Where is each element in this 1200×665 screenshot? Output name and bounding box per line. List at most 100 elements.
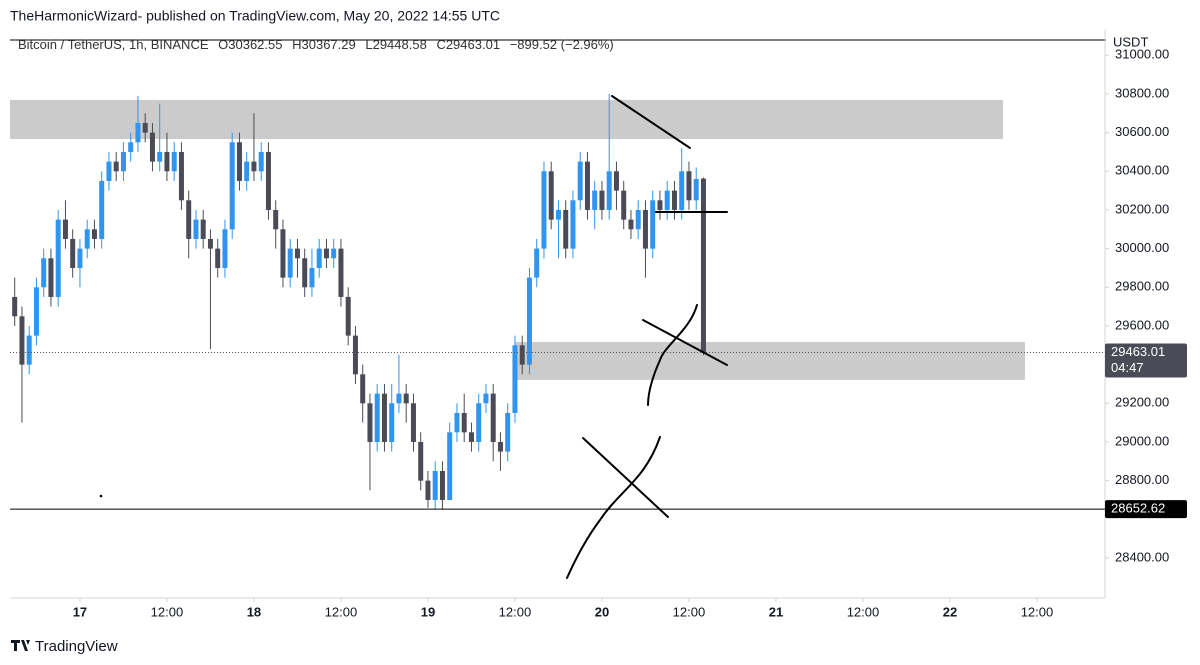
candle-body [265, 151, 271, 210]
tv-logo [11, 640, 30, 651]
candle-body [461, 412, 467, 433]
candle-body [33, 287, 39, 336]
drawn-line [582, 437, 669, 518]
x-tick-label: 18 [247, 604, 261, 619]
x-tick-label: 12:00 [847, 604, 880, 619]
y-unit: USDT [1113, 34, 1148, 49]
candle-body [519, 345, 525, 365]
symbol-info: Bitcoin / TetherUS, 1h, BINANCE O30362.5… [18, 37, 614, 52]
y-tick-label: 30600.00 [1115, 124, 1169, 139]
candle-body [548, 171, 554, 220]
candle-body [352, 335, 358, 375]
candle-body [381, 393, 387, 442]
candle-body [686, 171, 692, 201]
candle-body [577, 161, 583, 201]
candle-body [70, 238, 76, 268]
candle-body [149, 132, 155, 162]
candle-body [410, 403, 416, 442]
footer: TradingView [11, 638, 118, 655]
y-tick-label: 28400.00 [1115, 549, 1169, 564]
y-tick-label: 29600.00 [1115, 317, 1169, 332]
candle-body [19, 316, 25, 365]
x-tick-label: 12:00 [1021, 604, 1054, 619]
y-tick-label: 28800.00 [1115, 472, 1169, 487]
candle-body [323, 248, 329, 259]
candle-body [41, 258, 47, 288]
candle-body [200, 219, 206, 239]
candle-body [294, 248, 300, 259]
candle-body [403, 393, 409, 404]
candle-body [483, 393, 489, 404]
ohlc-high: H30367.29 [292, 37, 356, 52]
candle-body [77, 248, 83, 268]
candle-body [222, 229, 228, 268]
y-tick-label: 31000.00 [1115, 47, 1169, 62]
candle-body [48, 258, 54, 297]
candle-body [26, 335, 32, 365]
candle-body [178, 151, 184, 201]
y-tick-label: 30200.00 [1115, 201, 1169, 216]
candle-body [389, 403, 395, 442]
x-tick-label: 21 [769, 604, 783, 619]
candle-body [244, 161, 250, 181]
candle-body [650, 200, 656, 249]
x-tick-label: 20 [595, 604, 609, 619]
candle-body [309, 267, 315, 288]
candle-body [671, 190, 677, 210]
x-tick-label: 12:00 [673, 604, 706, 619]
y-tick-label: 30000.00 [1115, 240, 1169, 255]
candle-body [541, 171, 547, 249]
candle-body [425, 480, 431, 500]
ohlc-close: C29463.01 [436, 37, 500, 52]
hand-drawings [99, 95, 728, 579]
candle-body [447, 432, 453, 500]
drawn-line [611, 95, 691, 149]
candle-body [302, 258, 308, 288]
x-tick-label: 12:00 [151, 604, 184, 619]
candle-body [128, 142, 134, 152]
candle-body [526, 277, 532, 365]
candle-body [164, 151, 170, 172]
candle-body [679, 171, 685, 210]
candle-body [592, 190, 598, 210]
candle-body [12, 296, 18, 317]
candle-body [338, 248, 344, 297]
x-tick-label: 12:00 [499, 604, 532, 619]
candle-body [106, 161, 112, 181]
y-tick-label: 29000.00 [1115, 433, 1169, 448]
ohlc-low: L29448.58 [365, 37, 426, 52]
last-price-label: 29463.01 [1111, 344, 1165, 359]
candle-body [621, 190, 627, 220]
candle-body [113, 161, 119, 172]
dot [99, 494, 103, 498]
ohlc-change: −899.52 (−2.96%) [510, 37, 614, 52]
candle-body [664, 190, 670, 210]
candle-body [700, 178, 706, 353]
candle-body [396, 393, 402, 404]
candle-body [505, 412, 511, 452]
candle-body [120, 151, 126, 172]
candle-body [497, 441, 503, 452]
last-price-box [1105, 343, 1187, 378]
candle-body [360, 374, 366, 404]
candle-body [374, 393, 380, 442]
y-tick-label: 30800.00 [1115, 85, 1169, 100]
footer-brand: TradingView [35, 638, 118, 655]
level-label: 28652.62 [1111, 501, 1165, 516]
candle-body [135, 122, 141, 143]
candle-body [91, 229, 97, 239]
level-box [1105, 500, 1187, 519]
candle-body [331, 248, 337, 259]
candle-body [563, 209, 569, 249]
candle-body [599, 190, 605, 210]
candle-body [186, 200, 192, 239]
candle-body [55, 219, 61, 297]
candle-body [236, 142, 242, 181]
candle-body [432, 470, 438, 500]
candle-body [454, 412, 460, 433]
candle-body [193, 219, 199, 239]
zone [10, 99, 1004, 139]
countdown-label: 04:47 [1111, 360, 1144, 375]
candle-body [490, 393, 496, 442]
